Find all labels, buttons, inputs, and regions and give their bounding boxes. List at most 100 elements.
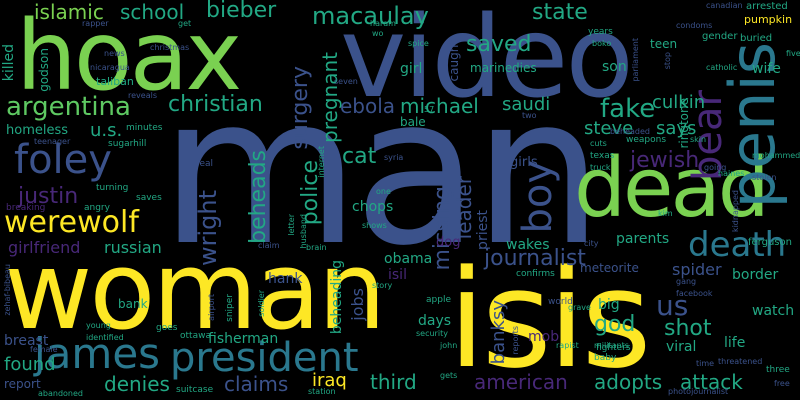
- word-son: son: [602, 59, 627, 75]
- word-christmas: christmas: [150, 43, 190, 52]
- word-justin: justin: [18, 184, 79, 209]
- word-surgery: surgery: [288, 66, 313, 150]
- word-priest: priest: [475, 210, 491, 250]
- word-dies: dies: [512, 61, 537, 75]
- word-story: story: [372, 281, 393, 290]
- word-fighters: fighters: [596, 343, 631, 353]
- word-wo: wo: [372, 29, 384, 38]
- word-denies: denies: [104, 372, 170, 396]
- word-gender: gender: [702, 31, 738, 42]
- word-grave: grave: [568, 303, 591, 312]
- word-truck: truck: [590, 163, 611, 172]
- word-mob: mob: [528, 329, 560, 345]
- word-wife: wife: [752, 61, 781, 77]
- word-wakes: wakes: [506, 237, 550, 253]
- word-missing: missing: [430, 186, 455, 271]
- word-syria: syria: [384, 153, 404, 162]
- word-baby: baby: [594, 353, 617, 363]
- word-rapist: rapist: [556, 341, 579, 350]
- word-caught: caught: [447, 40, 461, 82]
- word-american: american: [474, 370, 568, 394]
- word-claim: claim: [258, 241, 280, 250]
- word-soldier: soldier: [257, 290, 266, 317]
- word-argentina: argentina: [6, 92, 131, 122]
- word-john: john: [440, 341, 458, 350]
- word-saved: saved: [466, 32, 532, 57]
- word-u-s: u.s.: [90, 120, 123, 141]
- word-teenager: teenager: [34, 137, 71, 146]
- word-days: days: [418, 313, 452, 329]
- word-world: world: [548, 297, 573, 307]
- word-michael: michael: [400, 94, 479, 118]
- word-foley: foley: [14, 137, 112, 183]
- word-sniper: sniper: [225, 294, 235, 322]
- word-cat: cat: [342, 144, 377, 169]
- word-god: god: [594, 312, 636, 337]
- word-bank: bank: [118, 297, 148, 311]
- word-suitcase: suitcase: [176, 385, 214, 395]
- word-get: get: [178, 19, 192, 28]
- word-third: third: [370, 370, 417, 394]
- word-dead: dead: [574, 141, 770, 236]
- word-turning: turning: [96, 183, 129, 193]
- word-mohammed: mohammed: [752, 151, 800, 160]
- word-beheading: beheading: [329, 260, 345, 335]
- word-internet: internet: [317, 146, 326, 178]
- word-chops: chops: [352, 199, 394, 215]
- word-wright: wright: [194, 190, 222, 267]
- word-werewolf: werewolf: [4, 205, 139, 240]
- word-macaulay: macaulay: [312, 2, 429, 30]
- word-russian: russian: [104, 238, 162, 257]
- word-report: report: [4, 377, 41, 391]
- word-cuts: cuts: [590, 139, 607, 148]
- word-steve: steve: [584, 118, 634, 139]
- word-bieber: bieber: [206, 0, 277, 23]
- word-three: three: [766, 365, 790, 375]
- word-brain: brain: [306, 243, 327, 252]
- word-haram: haram: [370, 19, 396, 28]
- word-zehaf-bibeau: zehaf-bibeau: [3, 264, 12, 316]
- word-shot: shot: [664, 316, 712, 341]
- word-letter: letter: [287, 214, 296, 236]
- word-girlfriend: girlfriend: [8, 238, 81, 257]
- word-parents: parents: [616, 231, 670, 247]
- word-james: james: [34, 329, 161, 378]
- word-jewish: jewish: [630, 148, 700, 173]
- word-ottawa: ottawa: [180, 331, 211, 341]
- word-parliament: parliament: [631, 38, 640, 82]
- word-nicaragua: nicaragua: [90, 63, 130, 72]
- word-christian: christian: [168, 92, 263, 117]
- word-canadian: canadian: [706, 1, 743, 10]
- word-reveals: reveals: [128, 91, 157, 100]
- word-goes: goes: [156, 323, 178, 333]
- word-station: station: [308, 387, 336, 396]
- word-border: border: [732, 267, 779, 283]
- word-young: young: [86, 321, 111, 330]
- word-real: real: [196, 159, 214, 169]
- word-spider: spider: [672, 260, 722, 279]
- word-gets: gets: [440, 371, 458, 380]
- word-man: man: [160, 53, 603, 291]
- word-girls: girls: [510, 155, 538, 170]
- word-minutes: minutes: [126, 123, 163, 133]
- word-condoms: condoms: [676, 21, 713, 30]
- word-hank: hank: [268, 271, 303, 287]
- word-attack: attack: [680, 370, 743, 394]
- word-killed: killed: [1, 44, 17, 82]
- word-fisherman: fisherman: [208, 331, 279, 347]
- word-breaking: breaking: [6, 203, 46, 213]
- word-shows: shows: [362, 221, 387, 230]
- word-president: president: [170, 335, 359, 381]
- word-banksy: banksy: [488, 300, 509, 365]
- word-abandoned: abandoned: [38, 389, 83, 398]
- word-boko: boko: [592, 39, 612, 48]
- word-journalist: journalist: [484, 246, 586, 271]
- word-haines: haines: [718, 169, 745, 178]
- word-viral: viral: [666, 339, 697, 355]
- word-confirms: confirms: [516, 269, 555, 279]
- word-ebola: ebola: [340, 94, 396, 118]
- word-husband: husband: [299, 214, 308, 249]
- word-facebook: facebook: [676, 289, 713, 298]
- word-life: life: [724, 335, 746, 351]
